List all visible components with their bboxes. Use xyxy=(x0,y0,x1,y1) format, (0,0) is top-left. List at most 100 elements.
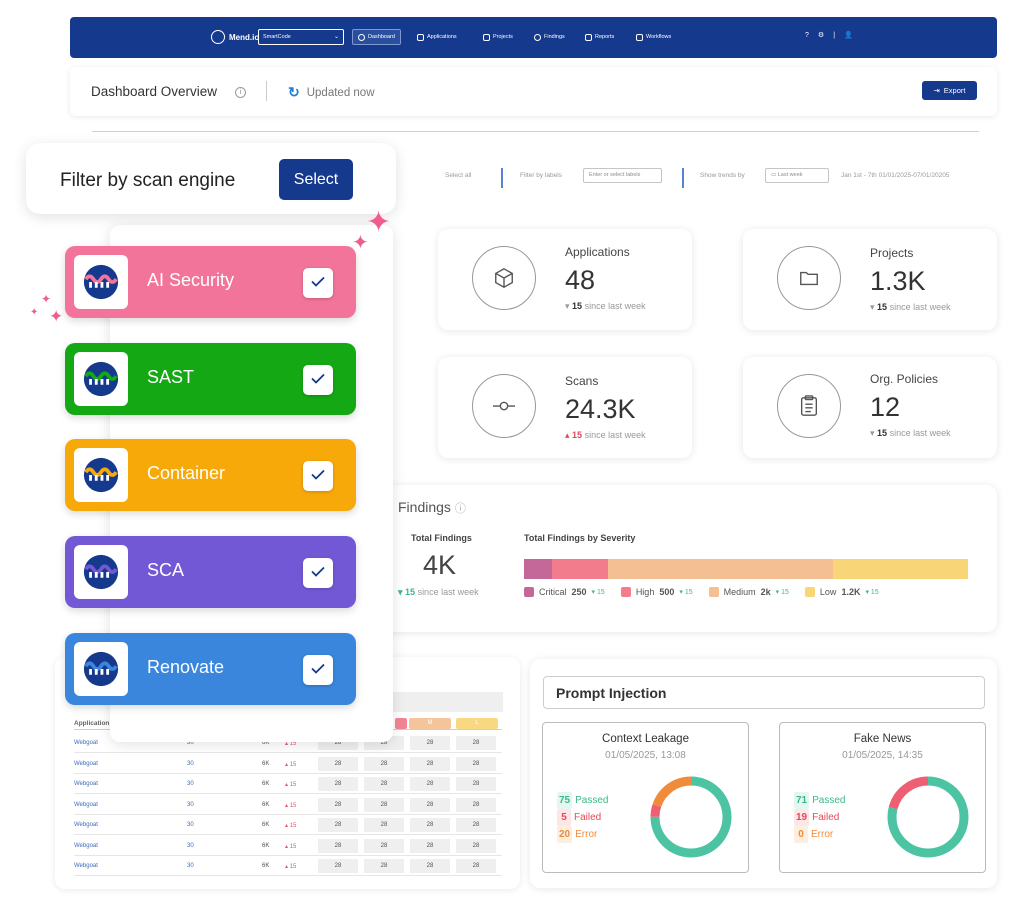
filter-by-labels-label: Filter by labels xyxy=(520,172,562,179)
findings-card: Findings ⓘ Total Findings 4K ▾ 15 since … xyxy=(380,485,997,632)
refresh-icon[interactable]: ↻ xyxy=(288,84,300,100)
test-name: Fake News xyxy=(853,733,912,745)
severity-name: Low xyxy=(819,587,837,597)
nav-item-dashboard[interactable]: Dashboard xyxy=(352,29,401,45)
donut-segment-error[interactable] xyxy=(650,776,732,858)
header-divider xyxy=(266,81,267,101)
stat-card-applications[interactable]: Applications 48 ▾ 15 since last week xyxy=(438,229,692,330)
projects-count: 30 xyxy=(187,863,194,869)
table-cell: 28 xyxy=(456,818,496,832)
stat-card-policies[interactable]: Org. Policies 12 ▾ 15 since last week xyxy=(743,357,997,458)
severity-header-low: L xyxy=(456,718,498,729)
engine-filter-bar: Filter by scan engine Select xyxy=(26,143,396,214)
test-results-legend: 71 Passed 19 Failed 0 Error xyxy=(794,792,845,843)
application-link[interactable]: Webgoat xyxy=(74,822,98,828)
select-button[interactable]: Select xyxy=(279,159,353,200)
error-count: 20 xyxy=(557,826,573,843)
export-button[interactable]: ⇥ Export xyxy=(922,81,977,100)
application-link[interactable]: Webgoat xyxy=(74,863,98,869)
stat-card-projects[interactable]: Projects 1.3K ▾ 15 since last week xyxy=(743,229,997,330)
table-cell: 28 xyxy=(318,756,358,771)
severity-bar xyxy=(524,559,968,579)
engine-checkbox[interactable] xyxy=(303,558,333,588)
table-row[interactable]: Webgoat 30 6K ▴ 15 28 28 28 28 xyxy=(74,774,502,794)
test-card-context-leakage[interactable]: Context Leakage 01/05/2025, 13:08 75 Pass… xyxy=(542,722,749,873)
engine-checkbox[interactable] xyxy=(303,268,333,298)
prompt-injection-title: Prompt Injection xyxy=(543,676,985,709)
date-range-text: Jan 1st - 7th 01/01/2025-07/01/20205 xyxy=(841,172,950,179)
engine-item-container[interactable]: Container xyxy=(65,439,356,511)
table-row[interactable]: Webgoat 30 6K ▴ 15 28 28 28 28 xyxy=(74,795,502,815)
severity-segment-low[interactable] xyxy=(833,559,968,579)
application-link[interactable]: Webgoat xyxy=(74,781,98,787)
brand-logo[interactable]: Mend.io xyxy=(211,30,259,44)
stat-label: Applications xyxy=(565,245,630,259)
org-select-value: SmartCode xyxy=(263,34,291,40)
application-link[interactable]: Webgoat xyxy=(74,801,98,808)
table-cell: 28 xyxy=(410,797,450,812)
down-arrow-icon: ▾ xyxy=(565,301,570,311)
nav-item-projects[interactable]: Projects xyxy=(478,29,518,45)
stat-value: 24.3K xyxy=(565,394,636,424)
engine-item-sast[interactable]: SAST xyxy=(65,343,356,415)
table-row[interactable]: Webgoat 30 6K ▴ 15 28 28 28 28 xyxy=(74,754,502,774)
engine-item-sca[interactable]: SCA xyxy=(65,536,356,608)
gear-icon[interactable]: ⚙ xyxy=(817,32,825,39)
engine-checkbox[interactable] xyxy=(303,461,333,491)
donut-segment-failed[interactable] xyxy=(887,776,969,858)
table-cell: 28 xyxy=(318,797,358,812)
select-all-link[interactable]: Select all xyxy=(445,172,472,179)
table-row[interactable]: Webgoat 30 6K ▴ 15 28 28 28 28 xyxy=(74,856,502,876)
engine-name: Renovate xyxy=(147,657,225,677)
stat-label: Projects xyxy=(870,246,914,260)
stat-delta: ▾ 15 since last week xyxy=(870,302,951,312)
user-icon[interactable]: 👤 xyxy=(844,32,853,39)
projects-count: 30 xyxy=(187,740,194,746)
stat-card-scans[interactable]: Scans 24.3K ▴ 15 since last week xyxy=(438,357,692,458)
update-status-text: Updated now xyxy=(306,86,375,99)
severity-legend: Critical 250 ▾ 15 High 500 ▾ 15 Medium 2k ▾ 15 Lo… xyxy=(524,587,879,597)
labels-input-placeholder: Enter or select labels xyxy=(589,172,641,178)
engine-name: SCA xyxy=(147,560,185,580)
bug-icon xyxy=(534,33,541,41)
test-date: 01/05/2025, 14:35 xyxy=(842,750,923,761)
engine-filter-label: Filter by scan engine xyxy=(60,170,236,191)
engine-checkbox[interactable] xyxy=(303,365,333,395)
info-icon[interactable]: i xyxy=(235,87,246,98)
nav-item-applications[interactable]: Applications xyxy=(412,29,462,45)
checkmark-icon xyxy=(311,371,325,389)
labels-input[interactable]: Enter or select labels xyxy=(583,168,662,183)
nav-item-findings[interactable]: Findings xyxy=(529,29,570,45)
application-link[interactable]: Webgoat xyxy=(74,760,98,767)
org-select[interactable]: SmartCode ⌄ xyxy=(258,29,344,45)
stat-value: 48 xyxy=(565,265,596,295)
severity-legend-item: Low 1.2K ▾ 15 xyxy=(804,587,879,597)
engine-item-ai-security[interactable]: AI Security xyxy=(65,246,356,318)
trend-period-value: Last week xyxy=(777,172,803,178)
table-cell: 28 xyxy=(456,777,496,791)
table-row[interactable]: Webgoat 30 6K ▴ 15 28 28 28 28 xyxy=(74,815,502,835)
test-card-fake-news[interactable]: Fake News 01/05/2025, 14:35 71 Passed 19 F… xyxy=(779,722,986,873)
application-link[interactable]: Webgoat xyxy=(74,740,98,746)
mend-logo-icon xyxy=(211,30,225,44)
passed-count: 75 xyxy=(557,792,573,809)
severity-header-high xyxy=(395,718,407,729)
export-icon: ⇥ xyxy=(933,86,940,95)
table-cell: 28 xyxy=(456,859,496,873)
trend-period-select[interactable]: ▭ Last week xyxy=(765,168,829,183)
table-row[interactable]: Webgoat 30 6K ▴ 15 28 28 28 28 xyxy=(74,836,502,856)
info-icon[interactable]: ⓘ xyxy=(454,503,466,515)
help-icon[interactable]: ? xyxy=(805,31,809,39)
projects-count: 30 xyxy=(187,801,194,808)
nav-divider: | xyxy=(833,31,836,39)
severity-segment-critical[interactable] xyxy=(524,559,553,579)
nav-item-workflows[interactable]: Workflows xyxy=(631,29,676,45)
findings-title: Findings ⓘ xyxy=(398,499,466,515)
engine-checkbox[interactable] xyxy=(303,655,333,685)
nav-item-reports[interactable]: Reports xyxy=(580,29,619,45)
severity-segment-medium[interactable] xyxy=(608,559,834,579)
severity-segment-high[interactable] xyxy=(552,559,609,579)
engine-item-renovate[interactable]: Renovate xyxy=(65,633,356,705)
nav-item-label: Workflows xyxy=(646,34,672,40)
application-link[interactable]: Webgoat xyxy=(74,842,98,849)
